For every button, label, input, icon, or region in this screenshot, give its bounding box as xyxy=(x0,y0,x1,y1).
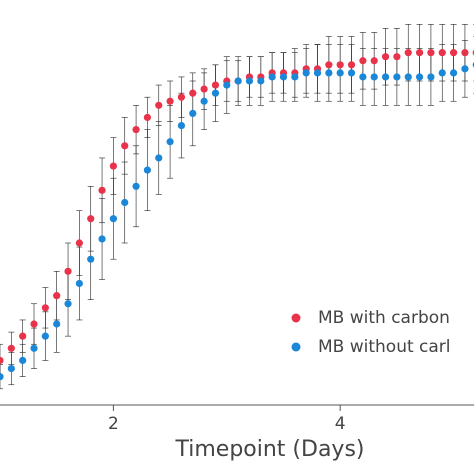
point xyxy=(19,332,27,340)
point xyxy=(245,77,254,85)
point xyxy=(404,73,412,81)
point xyxy=(177,121,186,130)
point xyxy=(75,239,83,247)
point xyxy=(211,89,220,97)
point xyxy=(438,49,446,57)
point xyxy=(393,53,401,61)
point xyxy=(415,49,424,57)
point xyxy=(109,215,117,223)
x-tick-label: 2 xyxy=(108,414,119,434)
point xyxy=(98,186,106,194)
point xyxy=(370,57,378,65)
point xyxy=(75,279,83,288)
point xyxy=(132,126,140,134)
point xyxy=(404,49,412,57)
point xyxy=(291,73,299,81)
point xyxy=(200,85,208,93)
point xyxy=(211,81,220,89)
point xyxy=(427,73,435,81)
point xyxy=(313,69,322,77)
point xyxy=(166,97,174,105)
point xyxy=(223,81,231,89)
point xyxy=(461,49,469,57)
point xyxy=(53,320,61,328)
point xyxy=(257,77,265,85)
point xyxy=(336,61,344,69)
point xyxy=(64,300,72,308)
point xyxy=(336,69,344,77)
point xyxy=(325,61,333,69)
point xyxy=(177,93,186,101)
point xyxy=(121,142,129,150)
point xyxy=(30,320,38,328)
point xyxy=(279,73,288,81)
point xyxy=(200,97,208,105)
point xyxy=(347,69,356,77)
point xyxy=(98,235,106,243)
point xyxy=(438,69,446,77)
point xyxy=(53,292,61,300)
point xyxy=(41,332,49,340)
point xyxy=(155,101,163,109)
point xyxy=(132,182,140,190)
legend-label: MB without carl xyxy=(318,337,451,357)
point xyxy=(449,49,458,57)
point xyxy=(7,344,15,352)
point xyxy=(461,65,469,73)
error-bar xyxy=(0,364,3,390)
point xyxy=(41,304,49,312)
point xyxy=(381,53,390,61)
point xyxy=(347,61,356,69)
legend-marker xyxy=(291,313,301,323)
legend-marker xyxy=(291,342,301,352)
point xyxy=(87,215,95,223)
point xyxy=(189,109,197,117)
point xyxy=(87,255,95,263)
point xyxy=(234,77,242,85)
x-axis-label: Timepoint (Days) xyxy=(174,437,364,462)
point xyxy=(64,267,72,275)
point xyxy=(143,166,152,174)
point xyxy=(370,73,378,81)
point xyxy=(189,89,197,97)
point xyxy=(359,57,367,65)
point xyxy=(0,356,4,365)
point xyxy=(30,344,38,352)
point xyxy=(7,364,15,373)
point xyxy=(0,373,4,381)
point xyxy=(393,73,401,81)
point xyxy=(121,198,129,207)
x-tick-label: 4 xyxy=(335,414,346,434)
point xyxy=(268,73,276,81)
point xyxy=(449,69,458,77)
point xyxy=(427,49,435,57)
point xyxy=(109,162,117,170)
point xyxy=(166,138,174,146)
point xyxy=(415,73,424,81)
point xyxy=(19,356,27,365)
point xyxy=(359,73,367,81)
legend-label: MB with carbon xyxy=(318,308,450,328)
point xyxy=(155,154,163,162)
point xyxy=(325,69,333,77)
point xyxy=(302,69,310,77)
point xyxy=(143,113,152,122)
point xyxy=(381,73,390,81)
